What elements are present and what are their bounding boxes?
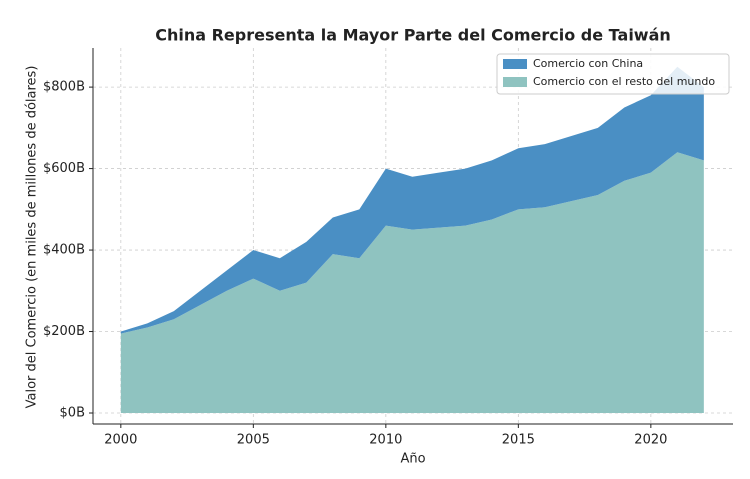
- x-tick-label: 2005: [237, 433, 270, 448]
- area: [120, 152, 704, 414]
- legend-swatch: [503, 77, 527, 87]
- chart-title: China Representa la Mayor Parte del Come…: [155, 26, 671, 45]
- y-tick-label: $600B: [43, 161, 85, 176]
- y-tick-label: $0B: [60, 406, 85, 421]
- legend-label: Comercio con China: [533, 57, 643, 70]
- x-axis-label: Año: [400, 452, 425, 467]
- x-tick-label: 2015: [502, 433, 535, 448]
- y-axis-label: Valor del Comercio (en miles de millones…: [25, 66, 40, 409]
- legend-label: Comercio con el resto del mundo: [533, 75, 715, 88]
- legend-swatch: [503, 59, 527, 69]
- x-tick-label: 2010: [369, 433, 402, 448]
- area: [120, 66, 704, 334]
- y-tick-label: $800B: [43, 80, 85, 95]
- y-tick-label: $200B: [43, 324, 85, 339]
- legend-box: [496, 53, 730, 95]
- x-tick-label: 2020: [634, 433, 667, 448]
- x-tick-label: 2000: [104, 433, 137, 448]
- y-tick-label: $400B: [43, 243, 85, 258]
